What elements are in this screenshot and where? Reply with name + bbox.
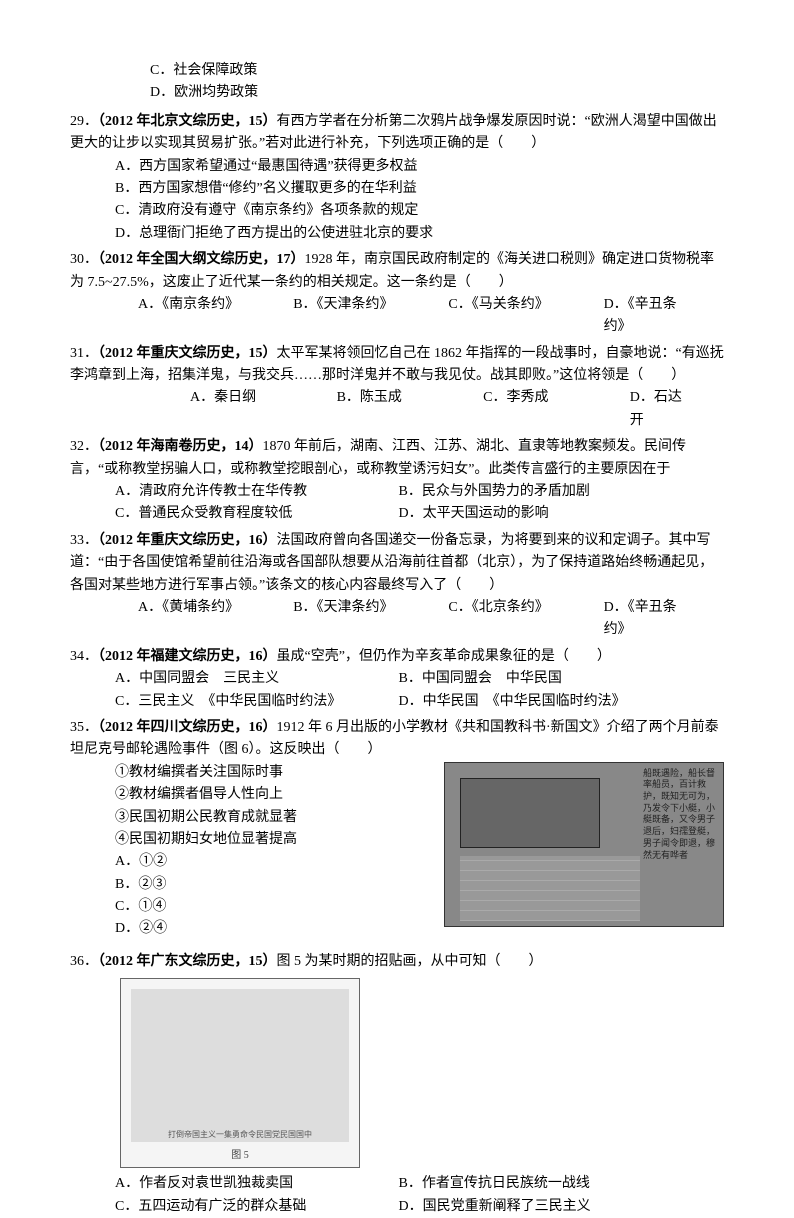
- q29-source: （2012 年北京文综历史，15）: [98, 114, 277, 129]
- question-29: 29．（2012 年北京文综历史，15）有西方学者在分析第二次鸦片战争爆发原因时…: [70, 111, 724, 245]
- q32-option-c: C．普通民众受教育程度较低: [115, 503, 395, 525]
- q29-option-b: B．西方国家想借“修约”名义攫取更多的在华利益: [70, 178, 724, 200]
- question-34: 34．（2012 年福建文综历史，16）虽成“空壳”，但仍作为辛亥革命成果象征的…: [70, 646, 724, 713]
- question-31: 31．（2012 年重庆文综历史，15）太平军某将领回忆自己在 1862 年指挥…: [70, 343, 724, 433]
- question-36: 36．（2012 年广东文综历史，15）图 5 为某时期的招贴画，从中可知（ ）…: [70, 951, 724, 1218]
- q32-option-d: D．太平天国运动的影响: [399, 506, 549, 521]
- question-33: 33．（2012 年重庆文综历史，16）法国政府曾向各国递交一份备忘录，为将要到…: [70, 530, 724, 642]
- q34-option-a: A．中国同盟会 三民主义: [115, 668, 395, 690]
- q33-option-b: B．《天津条约》: [293, 597, 418, 642]
- q35-option-c: C．①④: [70, 896, 434, 918]
- q28-option-d: D．欧洲均势政策: [70, 82, 724, 104]
- q34-option-d: D．中华民国 《中华民国临时约法》: [399, 694, 626, 709]
- q33-option-c: C．《北京条约》: [448, 597, 573, 642]
- q35-figure-sidetext: 船既遇险，船长督率船员，百计救护，既知无可为，乃发令下小艇，小艇既备，又令男子退…: [643, 768, 718, 862]
- q33-source: （2012 年重庆文综历史，16）: [98, 533, 277, 548]
- q35-option-a: A．①②: [70, 851, 434, 873]
- q35-source: （2012 年四川文综历史，16）: [98, 720, 277, 735]
- q35-num: 35．: [70, 720, 98, 735]
- q28-option-c: C．社会保障政策: [70, 60, 724, 82]
- q34-option-c: C．三民主义 《中华民国临时约法》: [115, 691, 395, 713]
- q34-num: 34．: [70, 649, 98, 664]
- q30-option-a: A．《南京条约》: [138, 294, 263, 339]
- q35-stmt-4: ④民国初期妇女地位显著提高: [70, 829, 434, 851]
- question-32: 32．（2012 年海南卷历史，14）1870 年前后，湖南、江西、江苏、湖北、…: [70, 436, 724, 526]
- q36-poster-illustration: 打倒帝国主义一集勇命令民国党民国国中: [131, 989, 349, 1142]
- q34-source: （2012 年福建文综历史，16）: [98, 649, 277, 664]
- q33-option-d: D．《辛丑条约》: [604, 597, 694, 642]
- q36-option-d: D．国民党重新阐释了三民主义: [399, 1199, 591, 1214]
- q35-option-d: D．②④: [70, 918, 434, 940]
- q33-option-a: A．《黄埔条约》: [138, 597, 263, 642]
- q30-option-b: B．《天津条约》: [293, 294, 418, 339]
- q32-option-b: B．民众与外国势力的矛盾加剧: [399, 484, 590, 499]
- q36-figure: 打倒帝国主义一集勇命令民国党民国国中 图 5: [120, 978, 360, 1168]
- q35-figure-table: [460, 856, 640, 921]
- q36-source: （2012 年广东文综历史，15）: [98, 954, 277, 969]
- q32-num: 32．: [70, 439, 98, 454]
- q29-option-c: C．清政府没有遵守《南京条约》各项条款的规定: [70, 200, 724, 222]
- q34-option-b: B．中国同盟会 中华民国: [399, 671, 562, 686]
- q29-option-d: D．总理衙门拒绝了西方提出的公使进驻北京的要求: [70, 223, 724, 245]
- q35-stmt-1: ①教材编撰者关注国际时事: [70, 762, 434, 784]
- q36-figure-bottom-text: 打倒帝国主义一集勇命令民国党民国国中: [131, 1129, 349, 1142]
- q30-option-d: D．《辛丑条约》: [604, 294, 694, 339]
- q36-num: 36．: [70, 954, 98, 969]
- q31-option-a: A．秦日纲: [190, 387, 307, 432]
- q31-option-c: C．李秀成: [483, 387, 600, 432]
- q29-num: 29．: [70, 114, 98, 129]
- q35-figure: 船既遇险，船长督率船员，百计救护，既知无可为，乃发令下小艇，小艇既备，又令男子退…: [444, 762, 724, 927]
- q32-source: （2012 年海南卷历史，14）: [98, 439, 263, 454]
- q36-text: 图 5 为某时期的招贴画，从中可知（ ）: [277, 954, 543, 969]
- q35-stmt-3: ③民国初期公民教育成就显著: [70, 807, 434, 829]
- q36-option-a: A．作者反对袁世凯独裁卖国: [115, 1173, 395, 1195]
- q36-option-c: C．五四运动有广泛的群众基础: [115, 1196, 395, 1218]
- q35-stmt-2: ②教材编撰者倡导人性向上: [70, 784, 434, 806]
- q31-source: （2012 年重庆文综历史，15）: [98, 346, 277, 361]
- q31-option-b: B．陈玉成: [337, 387, 454, 432]
- q29-option-a: A．西方国家希望通过“最惠国待遇”获得更多权益: [70, 156, 724, 178]
- q30-option-c: C．《马关条约》: [448, 294, 573, 339]
- q36-figure-caption: 图 5: [121, 1148, 359, 1164]
- q36-option-b: B．作者宣传抗日民族统一战线: [399, 1176, 590, 1191]
- q30-source: （2012 年全国大纲文综历史，17）: [98, 252, 305, 267]
- q32-option-a: A．清政府允许传教士在华传教: [115, 481, 395, 503]
- question-30: 30．（2012 年全国大纲文综历史，17）1928 年，南京国民政府制定的《海…: [70, 249, 724, 339]
- question-35: 35．（2012 年四川文综历史，16）1912 年 6 月出版的小学教材《共和…: [70, 717, 724, 941]
- q35-option-b: B．②③: [70, 874, 434, 896]
- q35-ship-illustration: [460, 778, 600, 848]
- q34-text: 虽成“空壳”，但仍作为辛亥革命成果象征的是（ ）: [277, 649, 611, 664]
- q30-num: 30．: [70, 252, 98, 267]
- q33-num: 33．: [70, 533, 98, 548]
- q31-num: 31．: [70, 346, 98, 361]
- q31-option-d: D．石达开: [630, 387, 694, 432]
